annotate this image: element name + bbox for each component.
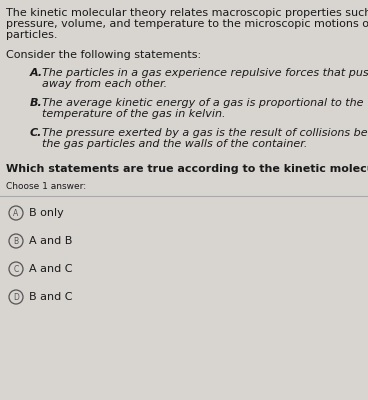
Text: Consider the following statements:: Consider the following statements:	[6, 50, 201, 60]
Text: The average kinetic energy of a gas is proportional to the: The average kinetic energy of a gas is p…	[42, 98, 364, 108]
Text: away from each other.: away from each other.	[42, 79, 167, 89]
Text: B.: B.	[30, 98, 43, 108]
Text: Choose 1 answer:: Choose 1 answer:	[6, 182, 86, 191]
Text: pressure, volume, and temperature to the microscopic motions of gas: pressure, volume, and temperature to the…	[6, 19, 368, 29]
Text: A and C: A and C	[29, 264, 72, 274]
Text: A.: A.	[30, 68, 43, 78]
Text: C: C	[13, 264, 19, 274]
Text: B only: B only	[29, 208, 64, 218]
Text: The kinetic molecular theory relates macroscopic properties such as: The kinetic molecular theory relates mac…	[6, 8, 368, 18]
Text: A and B: A and B	[29, 236, 72, 246]
Text: B and C: B and C	[29, 292, 72, 302]
Text: C.: C.	[30, 128, 42, 138]
Text: D: D	[13, 292, 19, 302]
Text: Which statements are true according to the kinetic molecular theory?: Which statements are true according to t…	[6, 164, 368, 174]
Text: the gas particles and the walls of the container.: the gas particles and the walls of the c…	[42, 139, 307, 149]
Text: The pressure exerted by a gas is the result of collisions between: The pressure exerted by a gas is the res…	[42, 128, 368, 138]
Text: The particles in a gas experience repulsive forces that push them: The particles in a gas experience repuls…	[42, 68, 368, 78]
Text: temperature of the gas in kelvin.: temperature of the gas in kelvin.	[42, 109, 226, 119]
Text: B: B	[14, 236, 18, 246]
Text: particles.: particles.	[6, 30, 57, 40]
Text: A: A	[13, 208, 19, 218]
